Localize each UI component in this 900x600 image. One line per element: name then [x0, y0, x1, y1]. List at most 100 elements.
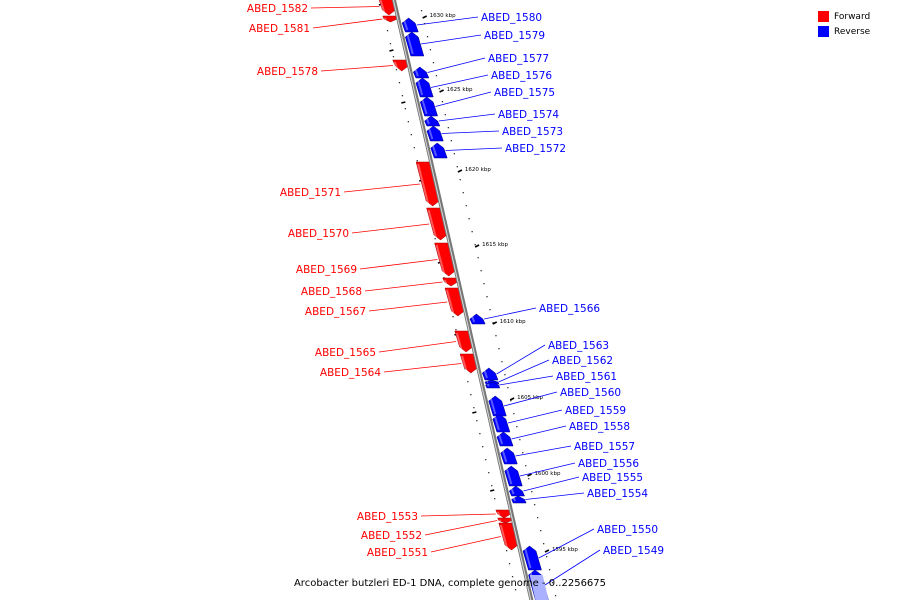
gene-leader-line	[507, 409, 563, 424]
major-tick-label: 1630 kbp	[430, 13, 456, 19]
minor-tick-dot	[540, 530, 542, 532]
minor-tick-dot	[531, 491, 533, 493]
gene-label-abed-1578: ABED_1578	[257, 66, 318, 78]
minor-tick-dot	[432, 62, 435, 64]
minor-tick-dot	[489, 309, 491, 311]
gene-leader-line	[525, 492, 585, 500]
minor-tick-dot	[429, 49, 432, 51]
legend-forward-label: Forward	[834, 11, 871, 22]
gene-block-abed-1571	[415, 161, 440, 207]
gene-shine	[427, 127, 434, 140]
gene-leader-line	[544, 549, 601, 586]
major-tick	[389, 49, 394, 52]
minor-tick-dot	[407, 121, 409, 123]
gene-label-abed-1556: ABED_1556	[578, 458, 639, 470]
gene-leader-line	[498, 359, 550, 383]
minor-tick-dot	[525, 465, 527, 467]
gene-label-abed-1580: ABED_1580	[481, 12, 542, 24]
major-tick	[474, 244, 480, 248]
minor-tick-dot	[452, 316, 454, 318]
gene-block-abed-1578	[392, 59, 409, 72]
gene-shine	[483, 369, 488, 379]
gene-label-abed-1549: ABED_1549	[603, 545, 664, 557]
gene-label-abed-1567: ABED_1567	[305, 306, 366, 318]
minor-tick-dot	[413, 147, 415, 149]
major-tick	[422, 15, 428, 19]
minor-tick-dot	[465, 205, 467, 207]
gene-leader-line	[438, 113, 496, 122]
minor-tick-dot	[501, 361, 503, 363]
backbone-highlight	[392, 0, 532, 600]
minor-tick-dot	[420, 10, 423, 12]
gene-shine	[493, 415, 500, 431]
gene-leader-line	[420, 513, 496, 517]
gene-leader-line	[496, 344, 546, 375]
gene-shine	[435, 244, 446, 275]
minor-tick-dot	[471, 231, 473, 233]
minor-tick-dot	[470, 394, 472, 396]
gene-label-abed-1557: ABED_1557	[574, 441, 635, 453]
gene-leader-line	[503, 391, 558, 407]
gene-leader-line	[435, 91, 492, 107]
minor-tick-dot	[479, 433, 481, 435]
legend-reverse: Reverse	[818, 24, 890, 39]
minor-tick-dot	[494, 498, 496, 500]
gene-leader-line	[519, 462, 576, 477]
gene-leader-line	[523, 476, 580, 492]
gene-block-abed-1579	[405, 31, 425, 57]
label-leaders	[310, 6, 601, 586]
gene-label-abed-1582: ABED_1582	[247, 3, 308, 15]
minor-tick-dot	[386, 30, 389, 32]
gene-leader-line	[424, 520, 498, 536]
gene-label-abed-1551: ABED_1551	[367, 547, 428, 559]
minor-tick-dot	[474, 244, 476, 246]
gene-label-abed-1579: ABED_1579	[484, 30, 545, 42]
gene-leader-line	[364, 281, 443, 292]
gene-labels: ABED_1582 ABED_1581 ABED_1580 ABED_1579 ABED…	[247, 3, 664, 559]
gene-label-abed-1566: ABED_1566	[539, 303, 600, 315]
minor-tick-dot	[498, 348, 500, 350]
gene-block-partial	[529, 575, 549, 600]
minor-tick-dot	[548, 569, 551, 571]
minor-tick-dot	[516, 426, 518, 428]
backbone-line	[391, 0, 534, 600]
gene-shine	[416, 79, 424, 96]
gene-shine	[496, 511, 501, 517]
gene-leader-line	[484, 307, 537, 320]
gene-block-abed-1551	[498, 522, 519, 551]
gene-leader-line	[343, 183, 421, 193]
gene-block-abed-1561	[485, 381, 501, 389]
gene-shine	[524, 547, 532, 569]
gene-shine	[486, 383, 490, 387]
gene-leader-line	[383, 363, 462, 373]
gene-shine	[431, 144, 438, 157]
gene-shine	[499, 524, 508, 549]
gene-leader-line	[378, 341, 457, 353]
major-tick	[457, 169, 463, 173]
gene-shine	[455, 332, 463, 351]
gene-label-abed-1561: ABED_1561	[556, 371, 617, 383]
minor-tick-dot	[551, 582, 554, 584]
minor-tick-dot	[528, 478, 530, 480]
gene-block-abed-1566	[469, 313, 486, 325]
gene-label-abed-1571: ABED_1571	[280, 187, 341, 199]
minor-tick-dot	[401, 95, 404, 97]
gene-shine	[406, 33, 414, 55]
gene-label-abed-1581: ABED_1581	[249, 23, 310, 35]
gene-label-abed-1555: ABED_1555	[582, 472, 643, 484]
minor-tick-dot	[477, 257, 479, 259]
minor-tick-dot	[416, 160, 418, 162]
gene-shine	[512, 497, 517, 502]
legend-reverse-swatch	[818, 26, 829, 37]
gene-shine	[427, 209, 437, 239]
gene-block-abed-1568	[442, 277, 458, 287]
minor-tick-dot	[522, 452, 524, 454]
gene-shine	[414, 68, 419, 77]
minor-tick-dot	[392, 56, 395, 58]
gene-block-abed-1569	[434, 242, 456, 277]
gene-shine	[393, 61, 399, 70]
major-tick-label: 1620 kbp	[465, 167, 491, 173]
genome-backbone	[391, 0, 534, 600]
legend-forward-swatch	[818, 11, 829, 22]
